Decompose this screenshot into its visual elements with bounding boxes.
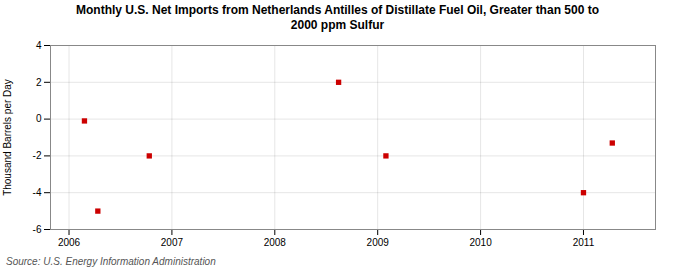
svg-text:2006: 2006 (58, 237, 81, 248)
svg-text:0: 0 (36, 113, 42, 124)
svg-text:2011: 2011 (573, 237, 595, 248)
svg-text:4: 4 (36, 40, 42, 51)
svg-text:-4: -4 (33, 187, 42, 198)
svg-text:-6: -6 (33, 224, 42, 235)
html-text:Monthly U.S. Net Imports from: Monthly U.S. Net Imports from Netherland… (76, 3, 599, 17)
svg-text:2008: 2008 (264, 237, 287, 248)
svg-text:2009: 2009 (367, 237, 390, 248)
svg-text:Thousand Barrels per Day: Thousand Barrels per Day (2, 79, 13, 196)
html-text:Source: U.S. Energy Informatio: Source: U.S. Energy Information Administ… (6, 256, 216, 267)
svg-text:2010: 2010 (469, 237, 492, 248)
svg-text:-2: -2 (33, 150, 42, 161)
html-text:2000 ppm Sulfur: 2000 ppm Sulfur (290, 18, 385, 32)
svg-text:2: 2 (36, 77, 42, 88)
svg-text:2007: 2007 (161, 237, 184, 248)
